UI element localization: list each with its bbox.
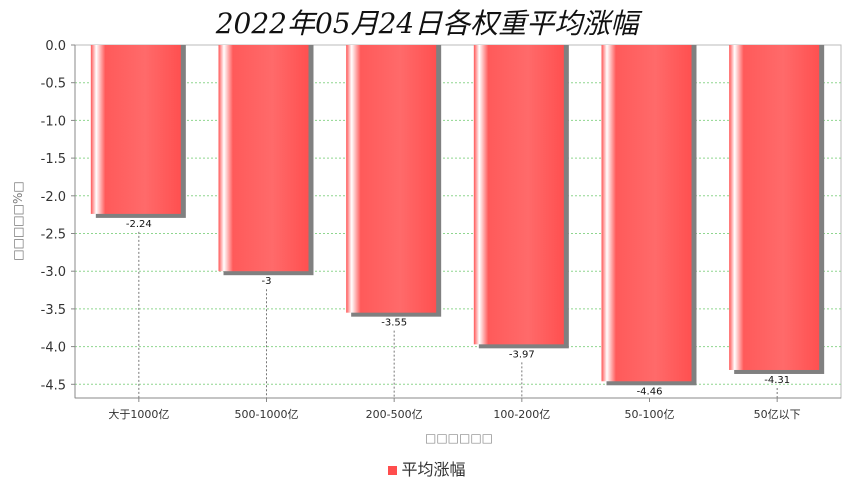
x-tick-label: 100-200亿: [493, 408, 550, 421]
data-label: -3.97: [509, 349, 535, 360]
legend: 平均涨幅: [0, 456, 854, 480]
x-tick-label: 大于1000亿: [108, 407, 169, 421]
bar: [729, 45, 820, 370]
data-label: -3: [262, 276, 272, 287]
bars: [90, 45, 825, 400]
x-tick-label: 50亿以下: [754, 408, 801, 421]
legend-label: 平均涨幅: [401, 460, 466, 479]
bar: [90, 45, 181, 214]
legend-swatch: [388, 466, 398, 475]
bar: [218, 45, 309, 272]
x-tick-label: 500-1000亿: [235, 408, 299, 421]
plot-background: [74, 44, 842, 399]
data-label: -4.31: [764, 375, 790, 386]
bar: [346, 45, 437, 313]
y-tick-label: -2.0: [41, 190, 66, 205]
data-labels: -2.24 -3 -3.55 -3.97 -4.46 -4.31: [126, 219, 790, 397]
bar: [473, 45, 564, 345]
y-tick-label: -3.0: [41, 265, 66, 280]
x-tick-label: 50-100亿: [625, 408, 675, 421]
x-tick-label: 200-500亿: [366, 408, 423, 421]
y-axis-label: □□□□□%□: [11, 181, 25, 260]
y-tick-label: -0.5: [41, 77, 66, 92]
data-label: -3.55: [381, 318, 407, 329]
x-axis-label: □□□□□□: [425, 431, 493, 445]
y-tick-label: -1.0: [41, 114, 66, 129]
plot-area: [74, 44, 842, 399]
data-label: -4.46: [637, 386, 663, 397]
axes: [74, 45, 841, 399]
y-tick-label: -2.5: [41, 228, 66, 243]
y-tick-label: 0.0: [45, 39, 66, 54]
y-tick-label: -1.5: [41, 152, 66, 167]
y-tick-label: -4.5: [41, 378, 66, 393]
y-tick-label: -3.5: [41, 303, 66, 318]
data-label: -2.24: [126, 219, 152, 230]
tick-labels: 大于1000亿 500-1000亿 200-500亿 100-200亿 50-100亿 5…: [41, 39, 801, 421]
bar: [601, 45, 692, 382]
chart-title: 2022年05月24日各权重平均涨幅: [215, 7, 639, 40]
y-tick-label: -4.0: [41, 341, 66, 356]
